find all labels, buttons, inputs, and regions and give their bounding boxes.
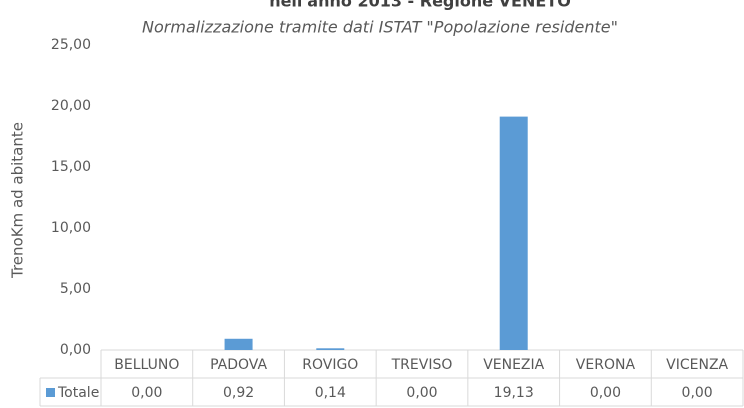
data-table-value: 0,00 bbox=[406, 385, 437, 401]
y-tick-label: 15,00 bbox=[51, 159, 91, 175]
x-tick-label: VERONA bbox=[576, 357, 636, 373]
y-tick-label: 5,00 bbox=[60, 281, 91, 297]
y-axis-label: TrenoKm ad abitante bbox=[9, 122, 27, 279]
x-tick-label: PADOVA bbox=[210, 357, 267, 373]
data-table-value: 0,14 bbox=[315, 385, 346, 401]
y-tick-label: 25,00 bbox=[51, 37, 91, 53]
x-tick-label: ROVIGO bbox=[302, 357, 358, 373]
data-table-value: 0,00 bbox=[590, 385, 621, 401]
x-tick-label: VICENZA bbox=[666, 357, 728, 373]
data-table-value: 0,92 bbox=[223, 385, 254, 401]
data-table-value: 0,00 bbox=[131, 385, 162, 401]
x-tick-label: VENEZIA bbox=[483, 357, 544, 373]
bar bbox=[499, 116, 528, 350]
bar bbox=[316, 348, 345, 350]
x-tick-label: TREVISO bbox=[391, 357, 453, 373]
x-tick-label: BELLUNO bbox=[114, 357, 179, 373]
y-tick-label: 0,00 bbox=[60, 342, 91, 358]
chart-title: nell'anno 2013 - Regione VENETO bbox=[269, 0, 571, 11]
bar bbox=[224, 338, 253, 350]
y-tick-label: 10,00 bbox=[51, 220, 91, 236]
y-tick-label: 20,00 bbox=[51, 98, 91, 114]
data-table-value: 0,00 bbox=[682, 385, 713, 401]
data-table-value: 19,13 bbox=[494, 385, 534, 401]
legend-label: Totale bbox=[57, 385, 99, 401]
chart-subtitle: Normalizzazione tramite dati ISTAT "Popo… bbox=[142, 18, 618, 37]
legend-swatch bbox=[46, 388, 55, 397]
